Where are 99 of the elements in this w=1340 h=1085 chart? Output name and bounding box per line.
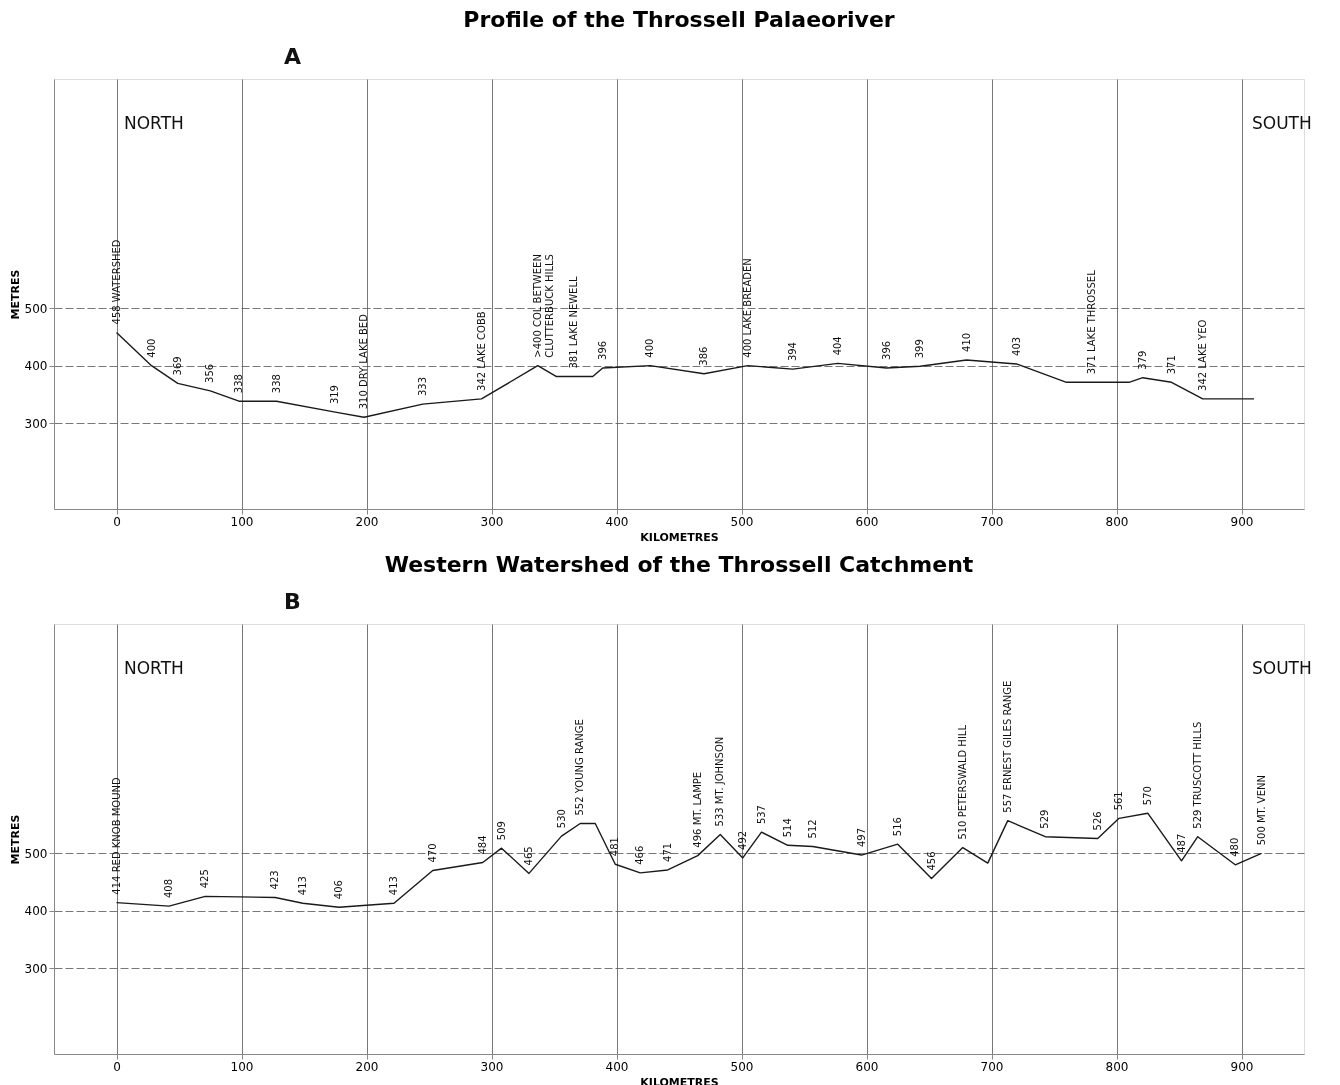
data-label: 529 — [1039, 809, 1051, 829]
annotation: NORTH — [124, 113, 184, 133]
x-tick-label: 300 — [480, 1059, 504, 1074]
data-label: 406 — [333, 880, 344, 900]
data-label: 552 YOUNG RANGE — [574, 719, 586, 816]
data-label: 533 MT. JOHNSON — [714, 736, 726, 827]
data-label: 381 LAKE NEWELL — [568, 276, 579, 369]
data-label: 509 — [495, 821, 507, 841]
data-label: 456 — [925, 851, 937, 871]
data-label: 526 — [1091, 811, 1103, 831]
x-tick-label: 200 — [355, 1059, 379, 1074]
data-label: 496 MT. LAMPE — [691, 771, 703, 848]
data-label: 510 PETERSWALD HILL — [956, 724, 968, 840]
y-tick-label: 500 — [24, 846, 48, 861]
y-axis-title: METRES — [8, 814, 22, 865]
x-tick-label: 100 — [230, 1059, 254, 1074]
x-tick-label: 800 — [1105, 514, 1129, 529]
data-label: 400 — [644, 338, 656, 358]
x-axis-title: KILOMETRES — [640, 1075, 719, 1085]
x-tick-label: 600 — [855, 1059, 879, 1074]
chart-title: Western Watershed of the Throssell Catchment — [384, 552, 974, 577]
chart-title: Profile of the Throssell Palaeoriver — [463, 7, 895, 32]
y-tick-label: 300 — [24, 961, 48, 976]
data-label: 466 — [634, 845, 646, 865]
data-label: 408 — [163, 878, 174, 899]
data-label: 484 — [476, 835, 488, 855]
x-tick-label: 700 — [980, 514, 1004, 529]
data-label: 356 — [204, 363, 216, 383]
annotation: SOUTH — [1252, 113, 1312, 133]
x-tick-label: 600 — [855, 514, 879, 529]
data-label: 371 — [1165, 355, 1177, 375]
y-tick-label: 400 — [24, 359, 48, 374]
x-tick-label: 0 — [113, 1059, 121, 1074]
data-label: 570 — [1141, 786, 1153, 806]
data-label: 480 — [1229, 837, 1241, 857]
data-label: 487 — [1175, 833, 1187, 853]
data-label: 471 — [661, 842, 673, 862]
data-label: 369 — [171, 356, 183, 376]
data-label: 319 — [329, 385, 341, 405]
annotation: NORTH — [124, 658, 184, 678]
data-label: 400 LAKE BREADEN — [741, 258, 753, 358]
data-label: 342 LAKE YEO — [1196, 319, 1208, 391]
data-label: 338 — [270, 374, 282, 394]
data-label: 537 — [755, 805, 767, 825]
data-label: 512 — [806, 819, 818, 839]
data-label: 530 — [555, 809, 567, 829]
x-tick-label: 400 — [605, 1059, 629, 1074]
data-label: 386 — [698, 346, 709, 366]
x-tick-label: 0 — [113, 514, 121, 529]
data-label: 394 — [786, 342, 798, 362]
x-tick-label: 700 — [980, 1059, 1004, 1074]
annotation: SOUTH — [1252, 658, 1312, 678]
data-label: 497 — [855, 827, 867, 848]
text: A — [284, 44, 302, 69]
x-tick-label: 100 — [230, 514, 254, 529]
data-label: >400 COL BETWEEN CLUTTERBUCK HILLS — [531, 254, 555, 358]
data-label: 399 — [914, 339, 926, 359]
data-label: 481 — [609, 837, 621, 857]
data-label: 425 — [199, 869, 211, 889]
x-tick-label: 800 — [1105, 1059, 1129, 1074]
data-label: 500 MT. VENN — [1255, 775, 1267, 846]
x-tick-label: 300 — [480, 514, 504, 529]
x-tick-label: 900 — [1230, 1059, 1254, 1074]
text: B — [284, 589, 301, 614]
data-label: 557 ERNEST GILES RANGE — [1001, 680, 1013, 813]
data-label: 465 — [523, 846, 534, 866]
data-label: 403 — [1010, 336, 1022, 356]
x-tick-label: 200 — [355, 514, 379, 529]
data-label: 413 — [388, 876, 399, 896]
data-label: 338 — [233, 374, 244, 394]
data-label: 400 — [145, 338, 157, 358]
x-axis-title: KILOMETRES — [640, 530, 719, 544]
data-label: 333 — [416, 376, 428, 397]
x-tick-label: 400 — [605, 514, 629, 529]
data-label: 410 — [960, 332, 972, 352]
data-label: 414 RED KNOB MOUND — [110, 776, 122, 895]
x-tick-label: 900 — [1230, 514, 1254, 529]
y-tick-label: 500 — [24, 301, 48, 316]
data-label: 561 — [1113, 791, 1124, 811]
y-axis-title: METRES — [8, 269, 22, 320]
data-label: 413 — [296, 876, 308, 896]
data-label: 396 — [880, 340, 892, 360]
data-label: 516 — [891, 817, 903, 837]
data-label: 423 — [269, 870, 281, 890]
y-tick-label: 400 — [24, 904, 48, 919]
data-label: 371 LAKE THROSSEL — [1085, 269, 1097, 375]
data-label: 529 TRUSCOTT HILLS — [1191, 721, 1203, 829]
data-label: 470 — [426, 843, 438, 863]
data-label: 396 — [596, 340, 608, 360]
data-label: 404 — [831, 336, 843, 356]
y-tick-label: 300 — [24, 416, 48, 431]
data-label: 379 — [1136, 350, 1148, 370]
data-label: 492 — [736, 830, 748, 850]
data-label: 342 LAKE COBB — [475, 311, 487, 391]
data-label: 514 — [781, 818, 793, 838]
data-label: 310 DRY LAKE BED — [358, 313, 369, 410]
x-tick-label: 500 — [730, 514, 754, 529]
x-tick-label: 500 — [730, 1059, 754, 1074]
data-label: 458 WATERSHED — [110, 239, 122, 325]
